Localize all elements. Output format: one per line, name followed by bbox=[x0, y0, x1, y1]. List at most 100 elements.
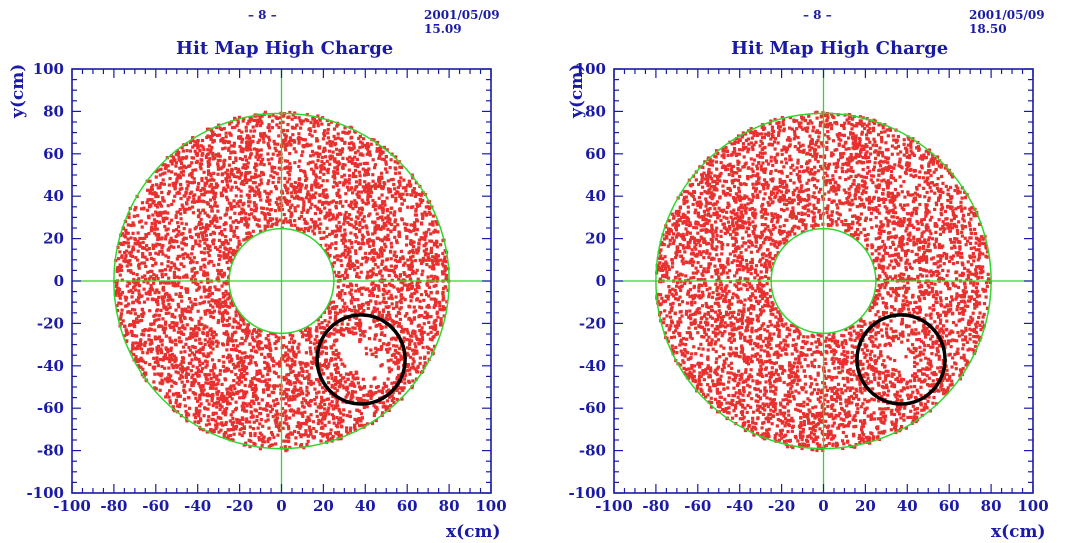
hit-point bbox=[198, 239, 202, 243]
hit-point bbox=[133, 238, 137, 242]
hit-point bbox=[281, 138, 285, 142]
hit-point bbox=[308, 132, 312, 137]
hit-point bbox=[174, 152, 179, 156]
hit-point bbox=[254, 409, 259, 413]
hit-point bbox=[426, 332, 430, 336]
hit-point bbox=[127, 215, 131, 220]
hit-point bbox=[241, 342, 245, 346]
hit-point bbox=[175, 365, 179, 369]
hit-point bbox=[331, 264, 335, 269]
hit-point bbox=[336, 432, 340, 436]
hit-point bbox=[430, 266, 434, 271]
hit-point bbox=[155, 205, 160, 209]
hit-point bbox=[153, 335, 157, 339]
hit-point bbox=[237, 364, 241, 368]
hit-point bbox=[120, 255, 124, 259]
hit-point bbox=[356, 163, 360, 167]
hit-point bbox=[309, 429, 313, 433]
hit-point bbox=[354, 283, 359, 287]
hit-point bbox=[231, 160, 236, 165]
hit-point bbox=[421, 260, 425, 264]
hit-point bbox=[237, 390, 241, 394]
hit-point bbox=[344, 426, 349, 430]
hit-point bbox=[136, 296, 141, 300]
hit-point bbox=[431, 214, 436, 218]
plot-svg: -100 -80 -60 -40 -20 0 20 40 60 80 100100806040200… bbox=[26, 60, 506, 515]
hit-point bbox=[301, 119, 305, 123]
hit-point bbox=[429, 330, 433, 334]
hit-point bbox=[354, 180, 359, 184]
hit-point bbox=[229, 384, 233, 388]
hit-point bbox=[209, 383, 213, 388]
hit-point bbox=[173, 158, 177, 162]
hit-point bbox=[230, 370, 234, 374]
hit-point bbox=[128, 259, 132, 263]
hit-point bbox=[164, 346, 168, 350]
hit-point bbox=[167, 295, 171, 299]
hit-point bbox=[192, 180, 196, 184]
hit-point bbox=[224, 177, 228, 181]
hit-point bbox=[332, 180, 337, 184]
hit-point bbox=[237, 349, 242, 354]
hit-point bbox=[339, 433, 343, 437]
hit-point bbox=[303, 328, 308, 332]
hit-point bbox=[338, 180, 342, 185]
hit-point bbox=[286, 379, 291, 383]
hit-point bbox=[417, 286, 421, 290]
hit-point bbox=[411, 365, 415, 370]
hit-point bbox=[336, 171, 340, 175]
hit-point bbox=[193, 227, 197, 231]
hit-point bbox=[214, 287, 218, 292]
hit-point bbox=[306, 228, 311, 233]
hit-point bbox=[251, 134, 255, 138]
hit-point bbox=[170, 363, 174, 367]
hit-point bbox=[222, 222, 226, 227]
hit-point bbox=[195, 366, 199, 370]
hit-point bbox=[242, 210, 246, 214]
hit-point bbox=[238, 144, 242, 149]
hit-point bbox=[386, 377, 390, 381]
hit-point bbox=[389, 337, 394, 341]
hit-point bbox=[271, 332, 275, 336]
hit-point bbox=[325, 397, 329, 401]
hit-point bbox=[330, 383, 334, 388]
hit-point bbox=[234, 310, 238, 314]
hit-point bbox=[185, 289, 190, 293]
hit-point bbox=[208, 309, 212, 313]
hit-point bbox=[172, 270, 177, 274]
hit-point bbox=[414, 232, 418, 236]
hit-point bbox=[380, 262, 384, 266]
hit-point bbox=[316, 121, 320, 125]
hit-point bbox=[116, 265, 120, 270]
hit-point bbox=[258, 154, 262, 158]
hit-point bbox=[396, 287, 400, 291]
hit-point bbox=[393, 166, 397, 170]
hit-point bbox=[197, 223, 201, 227]
hit-point bbox=[243, 377, 248, 381]
hit-point bbox=[218, 167, 223, 171]
hit-point bbox=[237, 167, 241, 171]
hit-point bbox=[198, 337, 202, 341]
hit-point bbox=[162, 306, 166, 310]
hit-point bbox=[353, 188, 357, 192]
hit-point bbox=[248, 170, 252, 175]
hit-point bbox=[234, 364, 238, 368]
hit-point bbox=[216, 164, 220, 168]
hit-point bbox=[374, 418, 378, 423]
hit-point bbox=[239, 171, 244, 175]
hit-point bbox=[249, 348, 254, 353]
hit-point bbox=[333, 305, 337, 309]
hit-point bbox=[246, 355, 250, 359]
hit-point bbox=[208, 289, 212, 293]
hit-point bbox=[322, 230, 326, 235]
hit-point bbox=[158, 210, 162, 215]
hit-point bbox=[308, 349, 313, 353]
hit-point bbox=[150, 269, 154, 274]
hit-point bbox=[389, 158, 393, 162]
hit-point bbox=[239, 217, 244, 221]
hit-point bbox=[340, 263, 344, 268]
hit-point bbox=[251, 391, 256, 396]
hit-point bbox=[203, 247, 207, 251]
hit-point bbox=[370, 282, 374, 286]
hit-point bbox=[184, 201, 189, 205]
